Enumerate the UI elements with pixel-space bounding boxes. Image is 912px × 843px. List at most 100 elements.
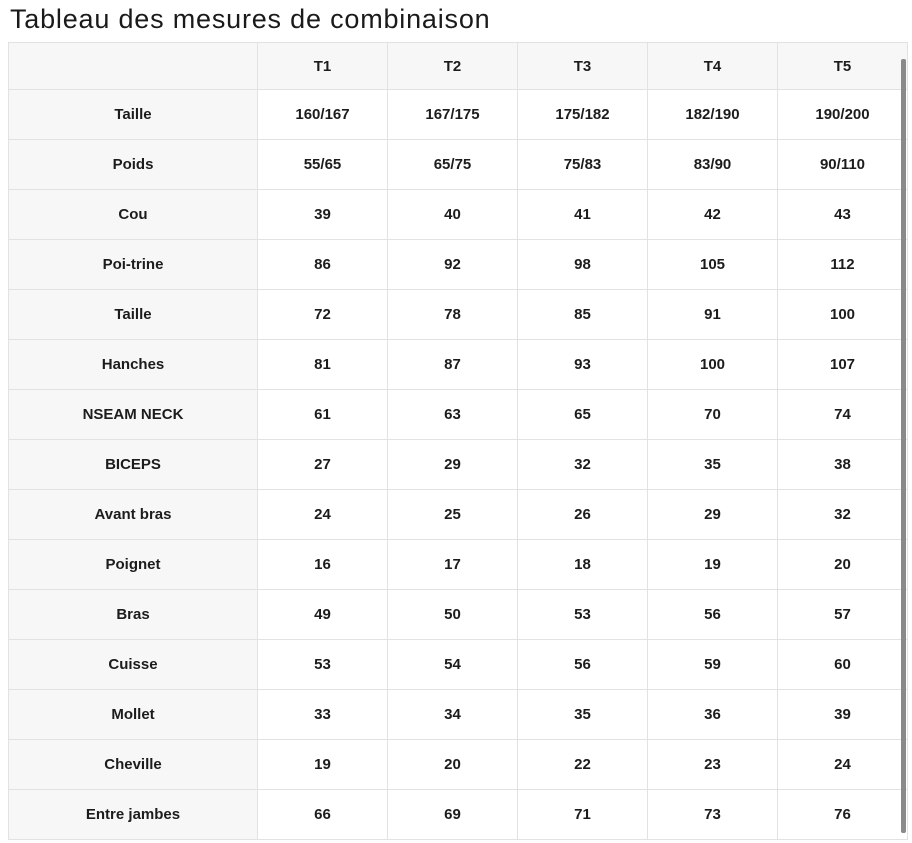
value-cell: 22 — [517, 739, 648, 790]
value-cell: 20 — [777, 539, 908, 590]
value-cell: 32 — [777, 489, 908, 540]
value-cell: 24 — [777, 739, 908, 790]
value-cell: 24 — [257, 489, 388, 540]
value-cell: 35 — [517, 689, 648, 740]
table-row: Poi-trine 86 92 98 105 112 — [8, 239, 908, 290]
row-label: Mollet — [8, 689, 258, 740]
table-row: Taille 72 78 85 91 100 — [8, 289, 908, 340]
value-cell: 87 — [387, 339, 518, 390]
value-cell: 175/182 — [517, 89, 648, 140]
value-cell: 39 — [777, 689, 908, 740]
size-table-container: T1 T2 T3 T4 T5 Taille 160/167 167/175 175/182 18… — [8, 42, 908, 840]
value-cell: 66 — [257, 789, 388, 840]
value-cell: 74 — [777, 389, 908, 440]
table-row: BICEPS 27 29 32 35 38 — [8, 439, 908, 490]
value-cell: 78 — [387, 289, 518, 340]
value-cell: 63 — [387, 389, 518, 440]
value-cell: 71 — [517, 789, 648, 840]
value-cell: 35 — [647, 439, 778, 490]
value-cell: 18 — [517, 539, 648, 590]
vertical-scrollbar[interactable] — [901, 59, 906, 833]
value-cell: 55/65 — [257, 139, 388, 190]
size-table: T1 T2 T3 T4 T5 Taille 160/167 167/175 175/182 18… — [8, 42, 908, 840]
row-label: NSEAM NECK — [8, 389, 258, 440]
value-cell: 69 — [387, 789, 518, 840]
value-cell: 41 — [517, 189, 648, 240]
value-cell: 100 — [777, 289, 908, 340]
value-cell: 26 — [517, 489, 648, 540]
value-cell: 36 — [647, 689, 778, 740]
value-cell: 105 — [647, 239, 778, 290]
row-label: Hanches — [8, 339, 258, 390]
value-cell: 29 — [387, 439, 518, 490]
corner-cell — [8, 42, 258, 90]
value-cell: 190/200 — [777, 89, 908, 140]
row-label: Entre jambes — [8, 789, 258, 840]
row-label: BICEPS — [8, 439, 258, 490]
value-cell: 75/83 — [517, 139, 648, 190]
row-label: Poignet — [8, 539, 258, 590]
table-row: Cou 39 40 41 42 43 — [8, 189, 908, 240]
value-cell: 60 — [777, 639, 908, 690]
value-cell: 49 — [257, 589, 388, 640]
value-cell: 57 — [777, 589, 908, 640]
row-label: Cou — [8, 189, 258, 240]
table-header-row: T1 T2 T3 T4 T5 — [8, 42, 908, 90]
value-cell: 83/90 — [647, 139, 778, 190]
value-cell: 65 — [517, 389, 648, 440]
value-cell: 40 — [387, 189, 518, 240]
table-row: Entre jambes 66 69 71 73 76 — [8, 789, 908, 840]
value-cell: 70 — [647, 389, 778, 440]
value-cell: 61 — [257, 389, 388, 440]
value-cell: 42 — [647, 189, 778, 240]
value-cell: 20 — [387, 739, 518, 790]
value-cell: 72 — [257, 289, 388, 340]
table-row: Avant bras 24 25 26 29 32 — [8, 489, 908, 540]
column-header: T4 — [647, 42, 778, 90]
value-cell: 17 — [387, 539, 518, 590]
value-cell: 98 — [517, 239, 648, 290]
value-cell: 53 — [257, 639, 388, 690]
value-cell: 33 — [257, 689, 388, 740]
table-row: Taille 160/167 167/175 175/182 182/190 190/20… — [8, 89, 908, 140]
value-cell: 59 — [647, 639, 778, 690]
value-cell: 34 — [387, 689, 518, 740]
table-row: Bras 49 50 53 56 57 — [8, 589, 908, 640]
value-cell: 73 — [647, 789, 778, 840]
column-header: T1 — [257, 42, 388, 90]
row-label: Bras — [8, 589, 258, 640]
value-cell: 182/190 — [647, 89, 778, 140]
value-cell: 112 — [777, 239, 908, 290]
table-row: Poignet 16 17 18 19 20 — [8, 539, 908, 590]
row-label: Poi-trine — [8, 239, 258, 290]
row-label: Taille — [8, 89, 258, 140]
value-cell: 81 — [257, 339, 388, 390]
page-title: Tableau des mesures de combinaison — [10, 4, 491, 34]
table-row: NSEAM NECK 61 63 65 70 74 — [8, 389, 908, 440]
row-label: Cuisse — [8, 639, 258, 690]
value-cell: 32 — [517, 439, 648, 490]
value-cell: 90/110 — [777, 139, 908, 190]
value-cell: 54 — [387, 639, 518, 690]
column-header: T3 — [517, 42, 648, 90]
table-row: Mollet 33 34 35 36 39 — [8, 689, 908, 740]
value-cell: 19 — [257, 739, 388, 790]
value-cell: 160/167 — [257, 89, 388, 140]
value-cell: 92 — [387, 239, 518, 290]
value-cell: 93 — [517, 339, 648, 390]
value-cell: 39 — [257, 189, 388, 240]
value-cell: 43 — [777, 189, 908, 240]
table-row: Hanches 81 87 93 100 107 — [8, 339, 908, 390]
value-cell: 29 — [647, 489, 778, 540]
row-label: Taille — [8, 289, 258, 340]
value-cell: 85 — [517, 289, 648, 340]
value-cell: 65/75 — [387, 139, 518, 190]
value-cell: 23 — [647, 739, 778, 790]
value-cell: 38 — [777, 439, 908, 490]
value-cell: 167/175 — [387, 89, 518, 140]
table-row: Poids 55/65 65/75 75/83 83/90 90/110 — [8, 139, 908, 190]
value-cell: 100 — [647, 339, 778, 390]
row-label: Cheville — [8, 739, 258, 790]
value-cell: 56 — [517, 639, 648, 690]
